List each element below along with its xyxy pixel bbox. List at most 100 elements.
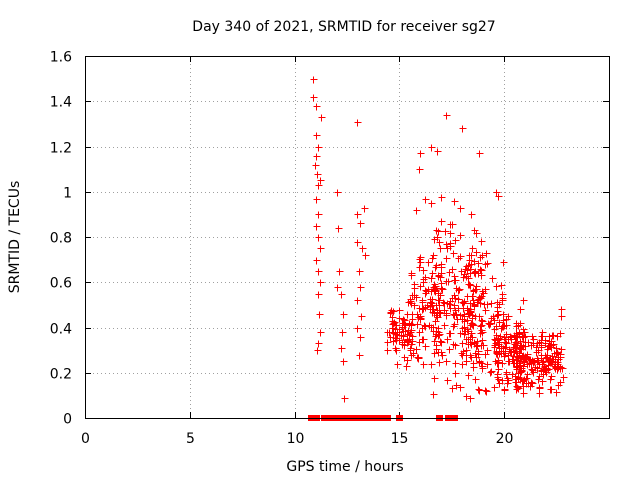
data-point [517,338,525,346]
y-axis-label: SRMTID / TECUs [7,181,23,294]
data-point [459,361,467,369]
data-point [430,391,438,399]
data-point [539,378,547,386]
data-point [451,321,459,329]
data-point [403,363,411,371]
data-point [413,346,421,354]
data-point [493,283,501,291]
data-point [460,348,468,356]
data-point [478,322,486,330]
data-point [433,312,441,320]
data-point [450,341,458,349]
data-point [457,205,465,213]
data-point [469,334,477,342]
data-point [483,388,491,396]
data-point [452,370,460,378]
data-point [451,302,459,310]
data-point [512,379,520,387]
data-point [407,298,415,306]
data-point [455,287,463,295]
data-point [520,297,528,305]
data-point [478,238,486,246]
data-point [354,119,362,127]
data-point [515,385,523,393]
data-point [447,230,455,238]
data-point [426,322,434,330]
data-point [359,245,367,253]
data-point [467,300,475,308]
data-point [471,302,479,310]
data-point [335,225,343,233]
data-point [415,354,423,362]
data-point [524,371,532,379]
data-point [495,366,503,374]
data-point [517,306,525,314]
data-point [491,326,499,334]
data-point [461,271,469,279]
data-point [401,354,409,362]
data-point [444,336,452,344]
data-point [310,94,318,102]
data-point [449,266,457,274]
data-point [430,284,438,292]
data-point [354,325,362,333]
data-point [438,339,446,347]
data-point [546,338,554,346]
data-point [558,313,566,321]
data-point [404,357,412,365]
data-point [560,374,568,382]
data-point [357,284,365,292]
data-point [444,245,452,253]
data-point [438,280,446,288]
data-point [477,266,485,274]
data-point [473,249,481,257]
data-point [533,349,541,357]
y-tick-label: 0 [63,412,72,428]
data-point [436,239,444,247]
data-point [471,340,479,348]
data-point [455,255,463,263]
data-point [393,335,401,343]
data-point [459,125,467,133]
data-point [452,237,460,245]
data-point [536,361,544,369]
data-point [503,322,511,330]
data-point [420,267,428,275]
data-point [317,245,325,253]
data-point [435,325,443,333]
data-point [434,307,442,315]
data-point [313,153,321,161]
data-point [317,279,325,287]
data-point [362,252,370,260]
data-point [428,200,436,208]
data-point [536,373,544,381]
data-point [431,338,439,346]
data-point [443,278,451,286]
data-point [341,395,349,403]
x-tick-labels: 0 5 10 15 20 [81,431,513,447]
data-point [464,293,472,301]
data-point [475,386,483,394]
data-point [384,339,392,347]
data-point [547,386,555,394]
data-point [425,259,433,267]
data-point [465,372,473,380]
data-point [443,241,451,249]
data-point [450,250,458,258]
data-point [317,177,325,185]
data-point [457,312,465,320]
data-point [457,384,465,392]
y-tick-label: 0.4 [50,322,72,338]
data-point [495,359,503,367]
data-point [522,355,530,363]
data-point [444,377,452,385]
data-point [394,361,402,369]
data-point [433,262,441,270]
data-point [520,326,528,334]
data-point [479,318,487,326]
data-point [433,331,441,339]
data-point [520,334,528,342]
data-point [446,330,454,338]
data-point [513,320,521,328]
data-point [467,322,475,330]
